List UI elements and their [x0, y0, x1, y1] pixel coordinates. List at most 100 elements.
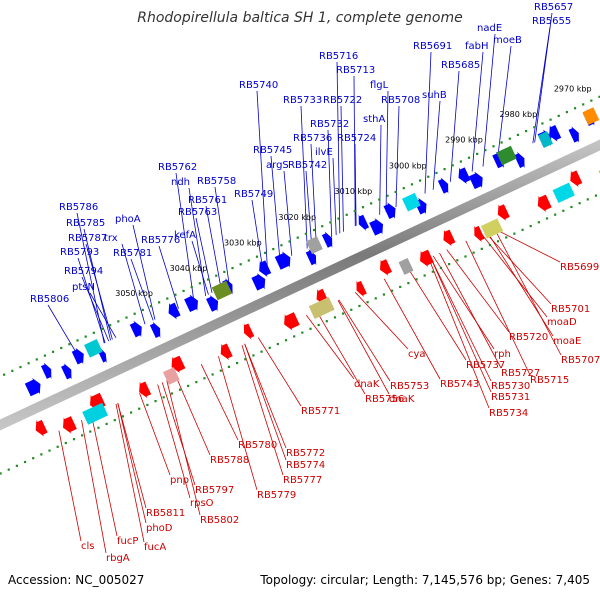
- forward-track-dot: [508, 137, 511, 140]
- forward-track-dot: [459, 160, 462, 163]
- reverse-gene-label: moaD: [547, 317, 577, 328]
- forward-track-dot: [304, 232, 308, 235]
- reverse-gene-label: RB5737: [466, 360, 505, 371]
- forward-label-leader: [81, 276, 110, 342]
- forward-track-dot: [125, 316, 128, 319]
- feature-block: [537, 131, 553, 149]
- forward-track-dot: [378, 198, 381, 201]
- sequence-backbone: [0, 139, 600, 431]
- forward-gene-label: RB5685: [441, 60, 480, 71]
- forward-track-dot: [443, 168, 446, 171]
- reverse-gene-label: RB5715: [530, 375, 569, 386]
- reverse-gene-label: RB5774: [286, 460, 325, 471]
- forward-label-leader: [256, 90, 268, 268]
- forward-gene-label: RB5716: [319, 51, 358, 62]
- reverse-label-leader: [315, 310, 366, 395]
- reverse-gene: [356, 280, 367, 298]
- reverse-gene-label: RB5720: [509, 332, 548, 343]
- forward-track-dot: [321, 225, 324, 228]
- forward-track-dot: [541, 122, 544, 125]
- forward-track-dot: [549, 118, 552, 121]
- forward-gene-label: RB5745: [253, 145, 292, 156]
- feature-block: [582, 107, 600, 126]
- reverse-track-dot: [431, 270, 434, 273]
- reverse-track-dot: [505, 236, 508, 239]
- reverse-track-dot: [390, 289, 394, 292]
- forward-track-dot: [27, 362, 30, 365]
- reverse-gene-label: RB5779: [257, 490, 296, 501]
- reverse-track-dot: [537, 221, 540, 224]
- reverse-track-dot: [570, 205, 573, 209]
- forward-track-dot: [410, 183, 414, 186]
- reverse-gene-label: moaE: [553, 336, 581, 347]
- reverse-gene-label: RB5780: [238, 440, 277, 451]
- reverse-track-dot: [203, 377, 206, 380]
- forward-gene-label: moeB: [493, 35, 522, 46]
- forward-gene-label: kefA: [174, 230, 196, 241]
- reverse-label-leader: [465, 240, 531, 376]
- reverse-gene: [570, 170, 583, 187]
- reverse-track-dot: [89, 430, 92, 433]
- reverse-gene-label: dnaK: [354, 379, 380, 390]
- reverse-label-leader: [338, 299, 391, 382]
- reverse-track-dot: [423, 274, 426, 277]
- scale-tick-label: 3020 kbp: [278, 213, 316, 222]
- forward-track-dot: [353, 209, 356, 213]
- forward-label-leader: [300, 105, 308, 249]
- forward-gene-label: RB5732: [310, 119, 349, 130]
- forward-track-dot: [598, 95, 600, 98]
- forward-gene-label: RB5722: [323, 95, 362, 106]
- reverse-label-leader: [161, 382, 196, 486]
- reverse-gene-label: RB5756: [365, 394, 404, 405]
- reverse-label-leader: [115, 403, 145, 543]
- reverse-track-dot: [81, 434, 84, 437]
- forward-track-dot: [476, 152, 479, 156]
- forward-track-dot: [467, 156, 471, 159]
- reverse-label-leader: [432, 255, 495, 350]
- forward-track-dot: [394, 190, 397, 194]
- reverse-label-leader: [383, 278, 441, 380]
- reverse-track-dot: [284, 339, 288, 342]
- forward-track-dot: [557, 114, 560, 117]
- forward-track-dot: [329, 221, 332, 224]
- forward-gene-label: RB5786: [59, 202, 98, 213]
- reverse-track-dot: [472, 251, 475, 254]
- forward-track-dot: [51, 350, 55, 353]
- reverse-label-leader: [439, 252, 502, 369]
- reverse-gene-label: RB5730: [491, 381, 530, 392]
- forward-gene-label: RB5724: [337, 133, 376, 144]
- forward-track-dot: [231, 266, 234, 270]
- reverse-track-dot: [219, 369, 222, 372]
- reverse-track-dot: [97, 426, 100, 429]
- forward-gene: [274, 251, 291, 270]
- forward-label-leader: [76, 212, 105, 344]
- reverse-gene: [171, 355, 186, 374]
- forward-track-dot: [565, 110, 568, 114]
- forward-track-dot: [516, 133, 520, 136]
- forward-gene-label: RB5657: [534, 2, 573, 13]
- forward-track-dot: [43, 354, 47, 357]
- reverse-label-leader: [166, 380, 201, 516]
- forward-gene-label: RB5742: [288, 160, 327, 171]
- forward-track-dot: [190, 286, 193, 289]
- forward-label-leader: [251, 199, 264, 270]
- reverse-label-leader: [139, 392, 171, 476]
- reverse-track-dot: [72, 438, 76, 441]
- forward-gene-label: RB5691: [413, 41, 452, 52]
- reverse-gene-label: RB5802: [200, 515, 239, 526]
- forward-track-dot: [280, 244, 283, 247]
- forward-label-leader: [353, 75, 356, 227]
- reverse-label-leader: [407, 267, 467, 361]
- reverse-track-dot: [521, 228, 524, 231]
- forward-gene: [468, 171, 483, 190]
- reverse-label-leader: [480, 233, 548, 318]
- reverse-gene-label: RB5727: [501, 368, 540, 379]
- forward-gene-label: RB5785: [66, 218, 105, 229]
- reverse-track-dot: [211, 373, 214, 376]
- forward-label-leader: [158, 245, 179, 309]
- forward-label-leader: [482, 33, 496, 167]
- reverse-gene-label: rbgA: [106, 553, 130, 564]
- reverse-track-dot: [227, 365, 231, 368]
- forward-track-dot: [573, 107, 577, 110]
- forward-gene: [305, 249, 317, 266]
